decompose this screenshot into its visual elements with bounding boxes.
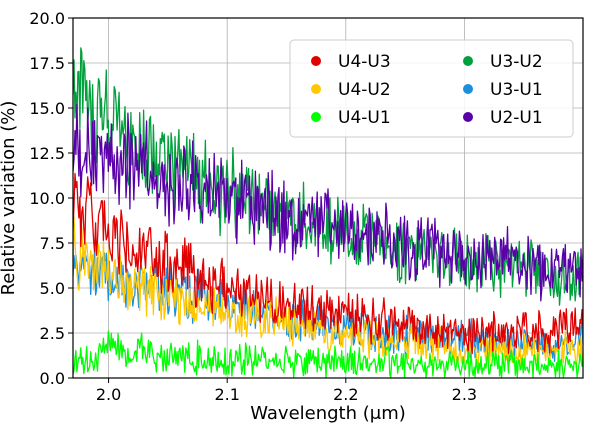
y-axis-label: Relative variation (%) [0, 101, 19, 296]
y-tick-label-7: 17.5 [29, 54, 65, 73]
series-line-u4-u1 [73, 330, 583, 378]
legend-label-u3-u1: U3-U1 [490, 80, 543, 100]
x-tick-label-0: 2.0 [96, 385, 121, 404]
y-tick-label-1: 2.5 [40, 324, 65, 343]
y-tick-label-4: 10.0 [29, 189, 65, 208]
legend-marker-u2-u1 [463, 112, 473, 122]
legend-label-u4-u1: U4-U1 [338, 108, 391, 128]
series-line-u4-u2 [73, 216, 583, 371]
x-tick-label-1: 2.1 [214, 385, 239, 404]
y-tick-label-8: 20.0 [29, 9, 65, 28]
legend-marker-u4-u2 [311, 84, 321, 94]
y-tick-label-0: 0.0 [40, 369, 65, 388]
legend-label-u4-u2: U4-U2 [338, 80, 391, 100]
series-layer [73, 47, 583, 378]
series-line-u4-u3 [73, 172, 583, 356]
legend-label-u3-u2: U3-U2 [490, 52, 543, 72]
y-axis: 0.0 2.5 5.0 7.5 10.0 12.5 15.0 17.5 20.0 [29, 9, 73, 388]
legend-marker-u4-u1 [311, 112, 321, 122]
x-axis-label: Wavelength (μm) [250, 403, 406, 424]
y-tick-label-2: 5.0 [40, 279, 65, 298]
legend-marker-u4-u3 [311, 56, 321, 66]
y-tick-label-3: 7.5 [40, 234, 65, 253]
legend: U4-U3 U4-U2 U4-U1 U3-U2 U3-U1 U2-U1 [289, 39, 574, 138]
y-tick-label-5: 12.5 [29, 144, 65, 163]
legend-label-u2-u1: U2-U1 [490, 108, 543, 128]
legend-label-u4-u3: U4-U3 [338, 52, 391, 72]
x-tick-label-2: 2.2 [333, 385, 358, 404]
x-tick-label-3: 2.3 [452, 385, 477, 404]
x-axis: 2.0 2.1 2.2 2.3 [96, 378, 477, 404]
legend-frame [289, 39, 574, 138]
legend-marker-u3-u1 [463, 84, 473, 94]
y-tick-label-6: 15.0 [29, 99, 65, 118]
series-line-u2-u1 [73, 103, 583, 302]
legend-marker-u3-u2 [463, 56, 473, 66]
